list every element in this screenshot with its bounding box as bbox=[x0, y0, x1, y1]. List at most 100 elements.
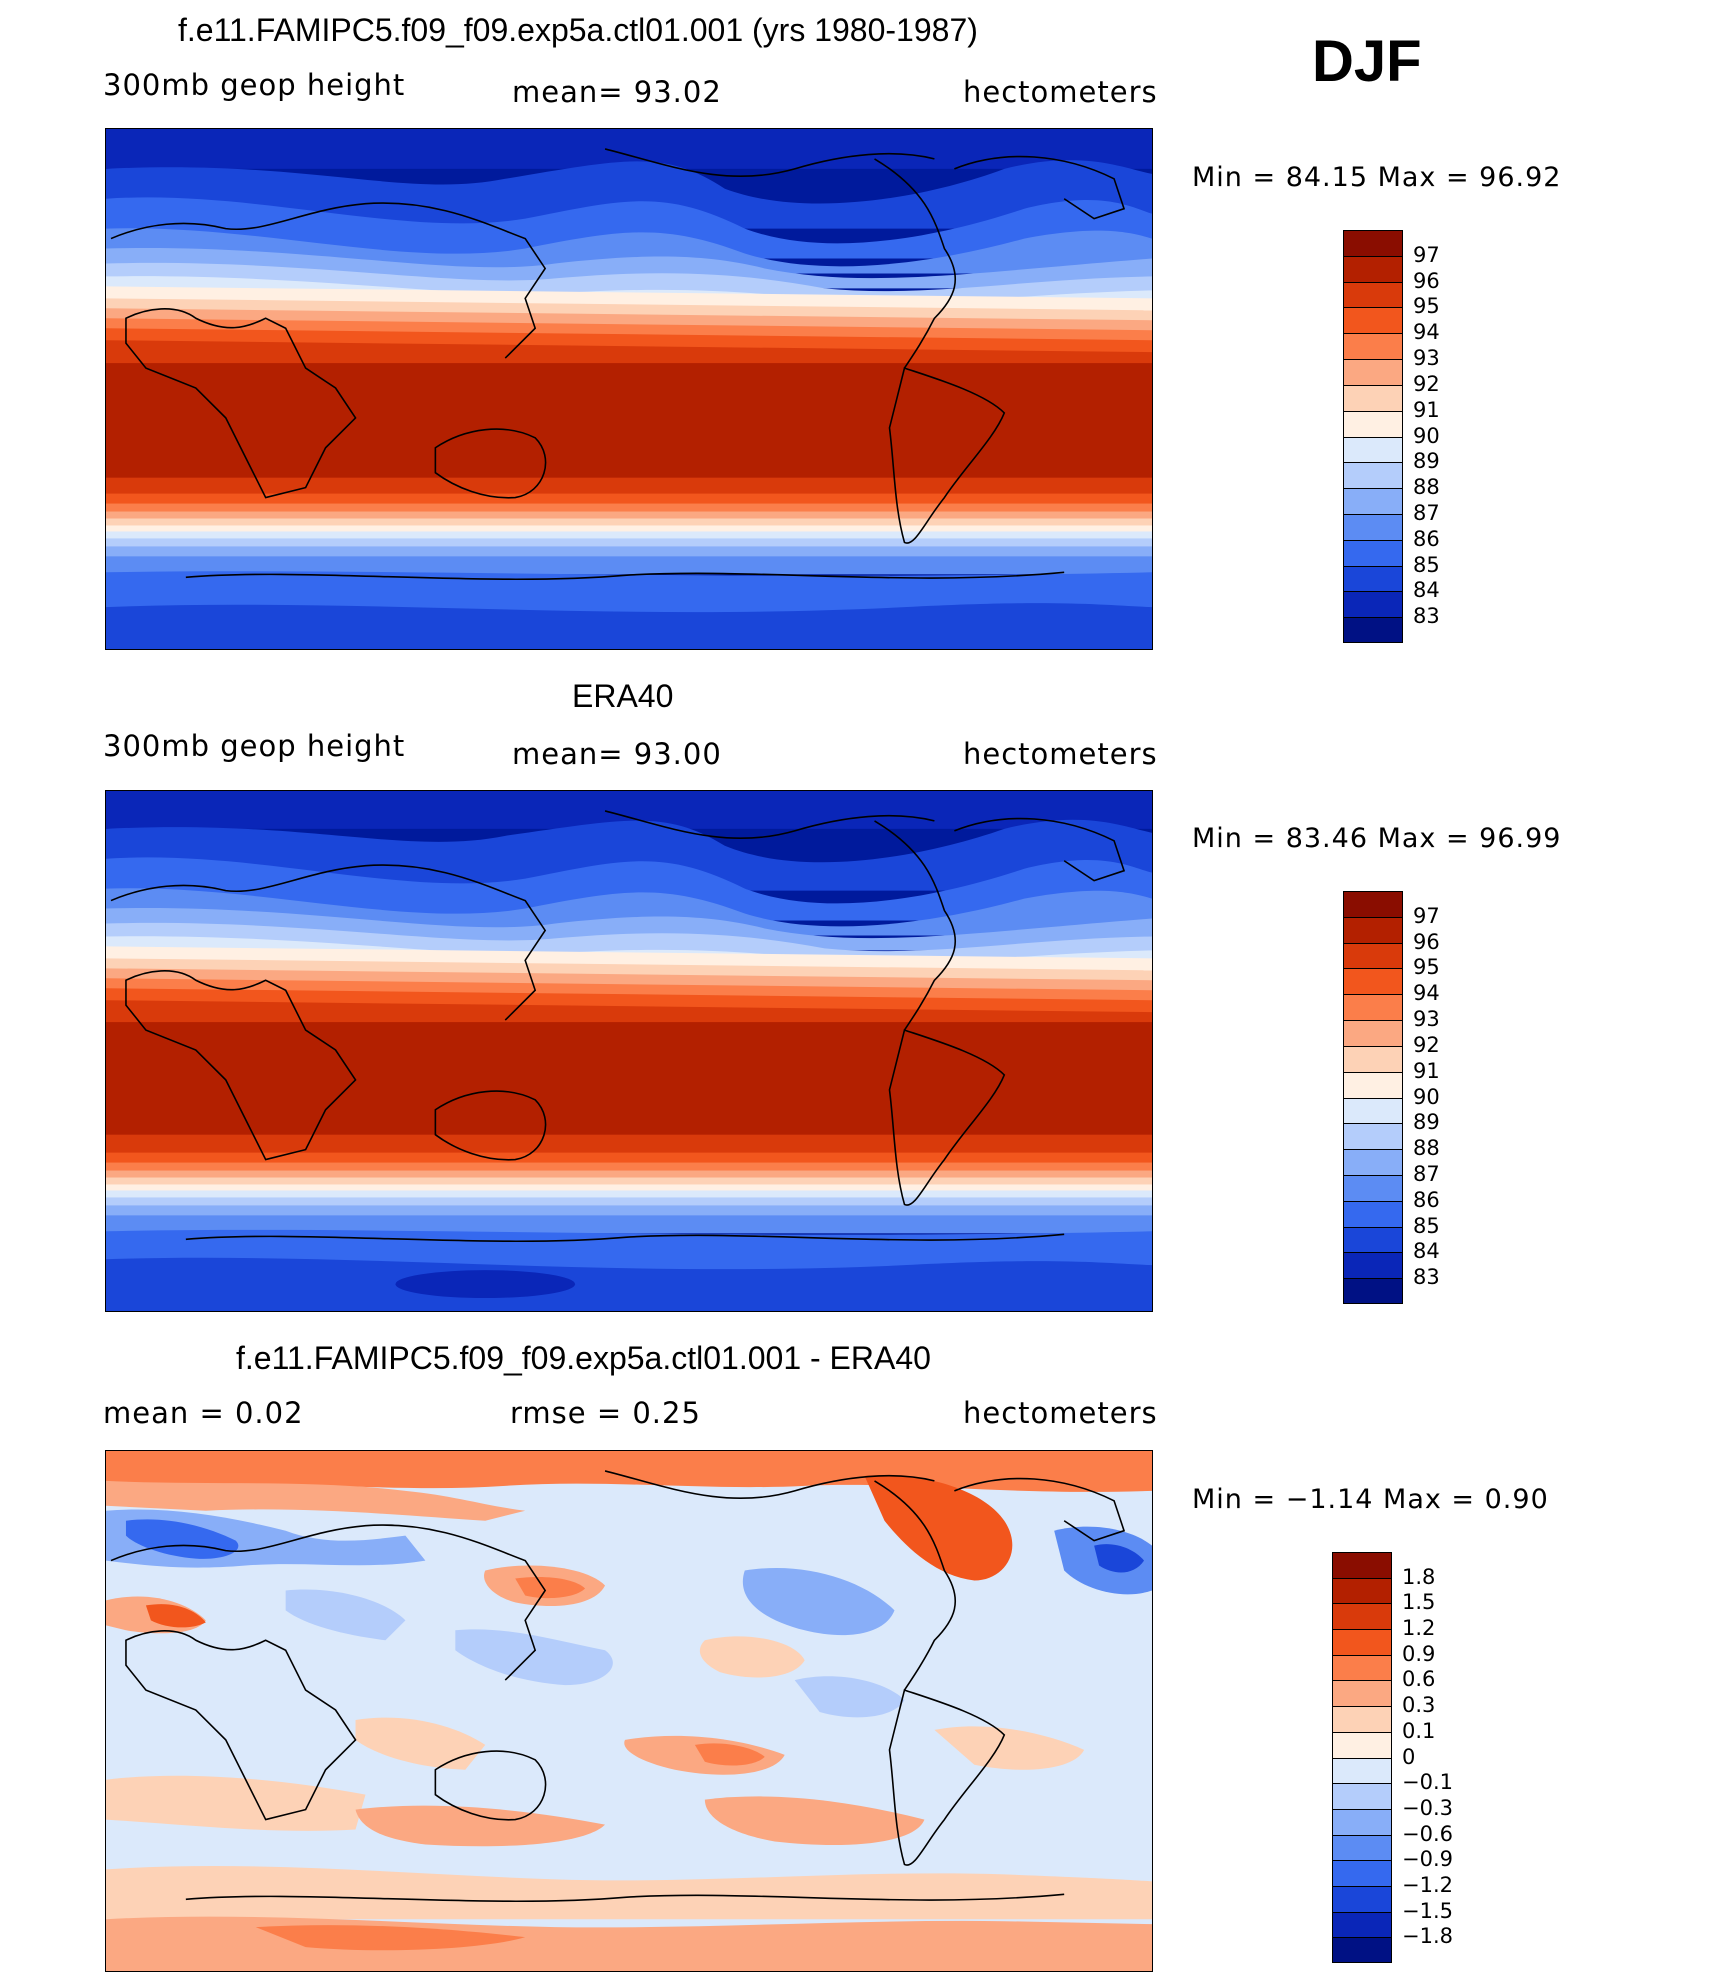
colorbar-swatch bbox=[1344, 1227, 1402, 1254]
colorbar-label: 91 bbox=[1413, 1058, 1440, 1083]
colorbar-swatch bbox=[1333, 1681, 1391, 1708]
colorbar-label: 89 bbox=[1413, 1110, 1440, 1135]
colorbar-swatch bbox=[1344, 1021, 1402, 1047]
season-label: DJF bbox=[1312, 29, 1422, 94]
colorbar-label: 92 bbox=[1413, 371, 1440, 396]
colorbar-label: 87 bbox=[1413, 500, 1440, 525]
colorbar-label: 87 bbox=[1413, 1161, 1440, 1186]
panel2-colorbar-swatches bbox=[1343, 891, 1403, 1304]
colorbar-label: 84 bbox=[1413, 1239, 1440, 1264]
colorbar-label: −1.5 bbox=[1402, 1898, 1453, 1923]
colorbar-label: 94 bbox=[1413, 320, 1440, 345]
colorbar-label: 0.9 bbox=[1402, 1641, 1436, 1666]
colorbar-label: 93 bbox=[1413, 346, 1440, 371]
colorbar-swatch bbox=[1344, 969, 1402, 996]
colorbar-swatch bbox=[1344, 256, 1402, 283]
panel1-mean-label: mean= 93.02 bbox=[512, 75, 722, 109]
panel1-units-label: hectometers bbox=[963, 75, 1158, 109]
colorbar-swatch bbox=[1344, 360, 1402, 386]
colorbar-label: 0 bbox=[1402, 1744, 1416, 1769]
colorbar-label: 83 bbox=[1413, 604, 1440, 629]
panel3-mean-label: mean = 0.02 bbox=[103, 1396, 304, 1430]
colorbar-label: 86 bbox=[1413, 1187, 1440, 1212]
colorbar-swatch bbox=[1344, 463, 1402, 490]
panel3-colorbar-swatches bbox=[1332, 1552, 1392, 1963]
colorbar-swatch bbox=[1344, 566, 1402, 593]
colorbar-label: 1.5 bbox=[1402, 1590, 1436, 1615]
colorbar-swatch bbox=[1344, 437, 1402, 464]
colorbar-label: 90 bbox=[1413, 1084, 1440, 1109]
colorbar-swatch bbox=[1333, 1809, 1391, 1836]
colorbar-swatch bbox=[1344, 385, 1402, 412]
colorbar-label: 96 bbox=[1413, 929, 1440, 954]
panel1-field-label: 300mb geop height bbox=[103, 68, 406, 102]
colorbar-swatch bbox=[1344, 1150, 1402, 1176]
colorbar-swatch bbox=[1333, 1604, 1391, 1631]
colorbar-swatch bbox=[1344, 917, 1402, 944]
colorbar-label: 97 bbox=[1413, 903, 1440, 928]
colorbar-swatch bbox=[1344, 1201, 1402, 1228]
colorbar-label: 84 bbox=[1413, 578, 1440, 603]
colorbar-label: −1.2 bbox=[1402, 1872, 1453, 1897]
colorbar-swatch bbox=[1333, 1784, 1391, 1810]
colorbar-swatch bbox=[1344, 1098, 1402, 1125]
colorbar-swatch bbox=[1344, 1072, 1402, 1099]
colorbar-swatch bbox=[1333, 1758, 1391, 1785]
colorbar-label: 83 bbox=[1413, 1265, 1440, 1290]
colorbar-label: 88 bbox=[1413, 475, 1440, 500]
panel3-title: f.e11.FAMIPC5.f09_f09.exp5a.ctl01.001 - … bbox=[236, 1340, 931, 1376]
colorbar-swatch bbox=[1344, 1124, 1402, 1151]
colorbar-swatch bbox=[1344, 489, 1402, 515]
colorbar-swatch bbox=[1344, 943, 1402, 970]
colorbar-label: 91 bbox=[1413, 397, 1440, 422]
panel2-title: ERA40 bbox=[572, 678, 674, 714]
colorbar-label: −1.8 bbox=[1402, 1924, 1453, 1949]
colorbar-label: 93 bbox=[1413, 1007, 1440, 1032]
panel2-field-label: 300mb geop height bbox=[103, 729, 406, 763]
colorbar-label: 97 bbox=[1413, 242, 1440, 267]
colorbar-swatch bbox=[1333, 1732, 1391, 1759]
colorbar-label: 0.6 bbox=[1402, 1667, 1436, 1692]
panel3-units-label: hectometers bbox=[963, 1396, 1158, 1430]
colorbar-label: −0.9 bbox=[1402, 1847, 1453, 1872]
panel3-minmax: Min = −1.14 Max = 0.90 bbox=[1192, 1484, 1549, 1515]
colorbar-label: −0.1 bbox=[1402, 1770, 1453, 1795]
colorbar-label: 88 bbox=[1413, 1136, 1440, 1161]
colorbar-swatch bbox=[1333, 1655, 1391, 1682]
colorbar-label: 1.8 bbox=[1402, 1564, 1436, 1589]
colorbar-label: 1.2 bbox=[1402, 1616, 1436, 1641]
colorbar-swatch bbox=[1344, 892, 1402, 918]
panel3-map bbox=[105, 1450, 1153, 1972]
colorbar-label: −0.6 bbox=[1402, 1821, 1453, 1846]
colorbar-label: 0.3 bbox=[1402, 1693, 1436, 1718]
colorbar-swatch bbox=[1344, 540, 1402, 567]
colorbar-swatch bbox=[1333, 1886, 1391, 1913]
colorbar-swatch bbox=[1344, 1253, 1402, 1280]
colorbar-swatch bbox=[1344, 334, 1402, 361]
colorbar-swatch bbox=[1344, 995, 1402, 1022]
colorbar-swatch bbox=[1344, 308, 1402, 335]
colorbar-swatch bbox=[1333, 1861, 1391, 1887]
colorbar-swatch bbox=[1333, 1938, 1391, 1962]
colorbar-swatch bbox=[1344, 1175, 1402, 1202]
colorbar-label: 95 bbox=[1413, 955, 1440, 980]
colorbar-label: 92 bbox=[1413, 1032, 1440, 1057]
panel2-units-label: hectometers bbox=[963, 737, 1158, 771]
panel2-mean-label: mean= 93.00 bbox=[512, 737, 722, 771]
colorbar-swatch bbox=[1333, 1578, 1391, 1605]
colorbar-label: 85 bbox=[1413, 1213, 1440, 1238]
panel2-map bbox=[105, 790, 1153, 1312]
colorbar-label: 95 bbox=[1413, 294, 1440, 319]
colorbar-swatch bbox=[1344, 618, 1402, 642]
colorbar-swatch bbox=[1344, 411, 1402, 438]
colorbar-swatch bbox=[1333, 1912, 1391, 1939]
colorbar-label: 89 bbox=[1413, 449, 1440, 474]
colorbar-swatch bbox=[1333, 1835, 1391, 1862]
colorbar-swatch bbox=[1344, 514, 1402, 541]
colorbar-label: −0.3 bbox=[1402, 1795, 1453, 1820]
colorbar-swatch bbox=[1344, 231, 1402, 257]
colorbar-label: 96 bbox=[1413, 268, 1440, 293]
panel1-minmax: Min = 84.15 Max = 96.92 bbox=[1192, 162, 1562, 193]
panel1-map bbox=[105, 128, 1153, 650]
panel1-title: f.e11.FAMIPC5.f09_f09.exp5a.ctl01.001 (y… bbox=[178, 12, 978, 48]
